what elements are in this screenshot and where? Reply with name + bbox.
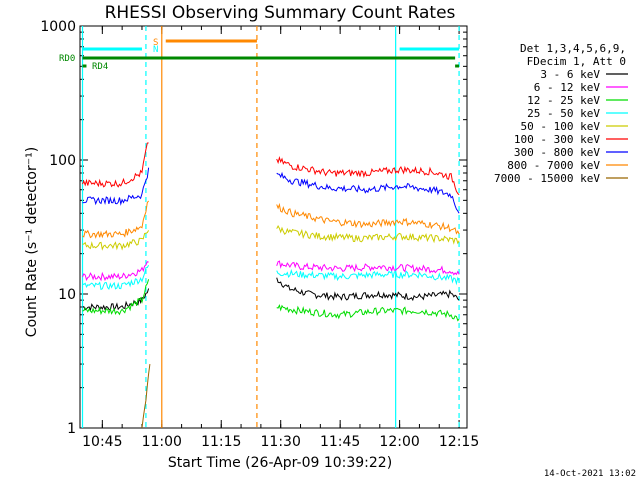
y-axis-label: Count Rate (s⁻¹ detector⁻¹) <box>24 147 40 337</box>
x-tick-label: 10:45 <box>82 434 122 450</box>
plot-frame <box>79 25 468 429</box>
legend-entry-label: 800 - 7000 keV <box>507 159 600 172</box>
series-line <box>82 260 460 282</box>
legend-entry-label: 25 - 50 keV <box>527 107 600 120</box>
legend-entry-label: 6 - 12 keV <box>534 81 601 94</box>
flag-label-n: N <box>153 45 158 55</box>
x-tick-label: 12:15 <box>439 434 479 450</box>
legend-entry-label: 7000 - 15000 keV <box>494 172 600 185</box>
x-tick-label: 12:00 <box>379 434 419 450</box>
y-tick-label: 10 <box>58 287 76 303</box>
series-line <box>82 200 460 239</box>
legend-header-2: FDecim 1, Att 0 <box>527 55 626 68</box>
x-tick-label: 11:30 <box>261 434 301 450</box>
legend-entry-label: 3 - 6 keV <box>540 68 600 81</box>
flag-label-s: S <box>153 38 158 48</box>
x-tick-label: 11:00 <box>142 434 182 450</box>
x-axis-label: Start Time (26-Apr-09 10:39:22) <box>168 455 392 471</box>
legend-entry-label: 300 - 800 keV <box>514 146 600 159</box>
x-tick-label: 11:45 <box>320 434 360 450</box>
series-line <box>82 279 460 322</box>
series-line <box>141 364 151 429</box>
chart-title: RHESSI Observing Summary Count Rates <box>105 3 456 23</box>
x-tick-label: 11:15 <box>201 434 241 450</box>
series-line <box>82 142 460 196</box>
y-tick-label: 1 <box>67 421 76 437</box>
series-line <box>82 277 460 312</box>
legend-entry-label: 50 - 100 keV <box>521 120 601 133</box>
flag-label-rd4: RD4 <box>92 62 108 72</box>
series-line <box>82 167 460 214</box>
flag-label-rd0: RD0 <box>59 54 75 64</box>
series-line <box>82 265 460 291</box>
y-tick-label: 1000 <box>40 19 76 35</box>
legend: Det 1,3,4,5,6,9, FDecim 1, Att 0 <box>520 42 626 68</box>
series-line <box>82 224 460 251</box>
y-tick-label: 100 <box>49 153 76 169</box>
legend-entry-label: 100 - 300 keV <box>514 133 600 146</box>
legend-entry-label: 12 - 25 keV <box>527 94 600 107</box>
timestamp: 14-Oct-2021 13:02 <box>544 469 636 479</box>
legend-header-1: Det 1,3,4,5,6,9, <box>520 42 626 55</box>
